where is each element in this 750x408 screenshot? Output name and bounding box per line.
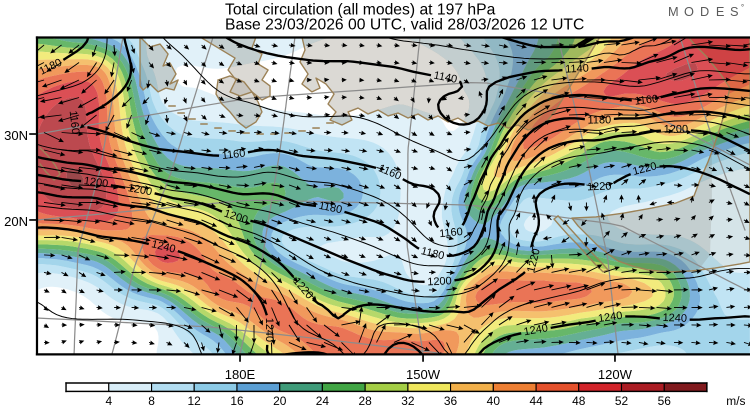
svg-text:32: 32 (401, 394, 415, 408)
svg-text:m/s: m/s (726, 394, 745, 408)
svg-text:20N: 20N (4, 214, 28, 229)
svg-text:O: O (684, 4, 694, 19)
svg-text:1240: 1240 (523, 322, 549, 338)
svg-text:1200: 1200 (83, 175, 109, 190)
svg-text:1140: 1140 (565, 63, 589, 76)
svg-text:1180: 1180 (318, 200, 344, 216)
svg-text:8: 8 (148, 394, 155, 408)
svg-text:48: 48 (572, 394, 586, 408)
svg-text:1220: 1220 (525, 247, 543, 274)
svg-text:1180: 1180 (587, 114, 611, 126)
svg-text:1200: 1200 (127, 182, 153, 198)
svg-text:16: 16 (230, 394, 244, 408)
svg-text:1160: 1160 (221, 148, 246, 163)
svg-text:°: ° (741, 2, 744, 12)
svg-text:1160: 1160 (634, 93, 659, 108)
svg-text:1160: 1160 (67, 110, 82, 135)
svg-text:24: 24 (316, 394, 330, 408)
svg-text:S: S (730, 4, 739, 19)
svg-text:36: 36 (444, 394, 458, 408)
svg-text:1240: 1240 (263, 318, 275, 342)
svg-text:1160: 1160 (439, 226, 464, 240)
svg-text:12: 12 (188, 394, 202, 408)
svg-text:1180: 1180 (420, 245, 446, 262)
svg-text:1240: 1240 (150, 238, 177, 255)
svg-text:52: 52 (615, 394, 629, 408)
svg-text:1200: 1200 (664, 123, 689, 135)
svg-text:1220: 1220 (587, 180, 612, 193)
svg-text:150W: 150W (406, 367, 441, 382)
svg-text:1140: 1140 (433, 69, 458, 85)
svg-text:4: 4 (105, 394, 112, 408)
svg-text:40: 40 (487, 394, 501, 408)
svg-text:Total circulation (all modes): Total circulation (all modes) at 197 hPa (225, 1, 496, 18)
svg-text:120W: 120W (598, 367, 633, 382)
svg-text:1220: 1220 (631, 160, 658, 178)
svg-text:28: 28 (358, 394, 372, 408)
svg-text:1240: 1240 (597, 310, 623, 325)
svg-text:1240: 1240 (662, 312, 687, 325)
svg-text:1200: 1200 (427, 275, 452, 288)
svg-text:M: M (668, 4, 679, 19)
svg-text:E: E (716, 4, 725, 19)
svg-text:D: D (700, 4, 709, 19)
svg-text:44: 44 (529, 394, 543, 408)
svg-text:56: 56 (658, 394, 672, 408)
svg-text:Base 23/03/2026 00 UTC, valid: Base 23/03/2026 00 UTC, valid 28/03/2026… (225, 16, 584, 33)
svg-text:180E: 180E (225, 367, 256, 382)
svg-text:30N: 30N (4, 128, 28, 143)
svg-text:20: 20 (273, 394, 287, 408)
